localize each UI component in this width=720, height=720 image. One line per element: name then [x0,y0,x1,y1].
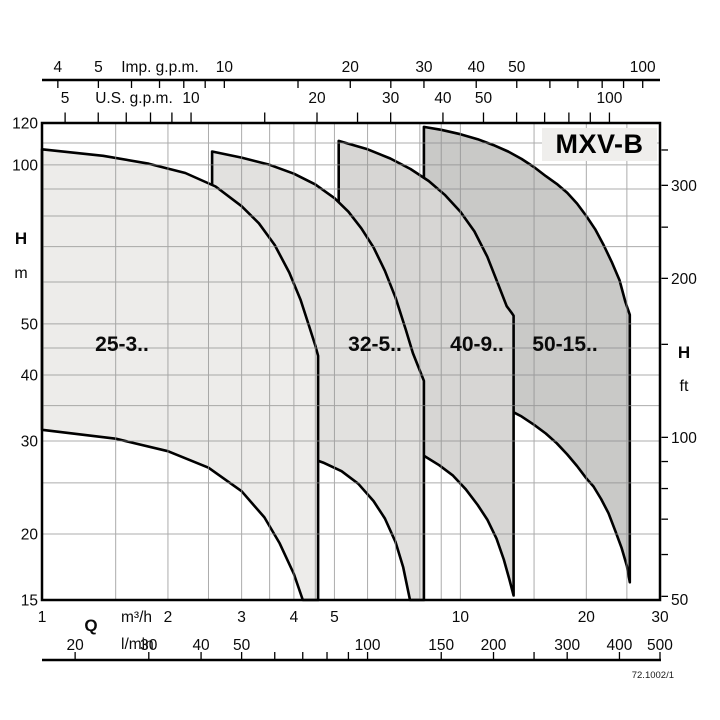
series-label: 50-15.. [532,333,597,356]
series-label: 40-9.. [450,333,504,356]
svg-text:120: 120 [12,116,38,133]
svg-text:50: 50 [233,637,251,654]
svg-text:20: 20 [21,527,39,544]
svg-text:30: 30 [140,637,158,654]
svg-text:200: 200 [481,637,507,654]
svg-text:50: 50 [508,59,526,76]
svg-text:300: 300 [671,178,697,195]
svg-text:400: 400 [607,637,633,654]
svg-text:50: 50 [21,316,39,333]
svg-text:100: 100 [355,637,381,654]
svg-text:10: 10 [182,90,200,107]
series-label: 25-3.. [95,333,149,356]
svg-text:200: 200 [671,271,697,288]
svg-text:30: 30 [415,59,433,76]
svg-text:20: 20 [308,90,326,107]
svg-text:H: H [678,343,690,362]
svg-text:2: 2 [164,609,173,626]
series-labels: 25-3.. 32-5.. 40-9.. 50-15.. [95,333,598,356]
m3h-axis-labels: 1 2 3 4 5 10 20 30 [38,609,669,626]
svg-text:20: 20 [578,609,596,626]
us-gpm-axis: 5 10 20 30 40 50 100 U.S. g.p.m. [61,90,623,123]
h-ft-axis: 300 200 100 50 Hft [661,149,697,609]
svg-text:5: 5 [330,609,339,626]
svg-text:50: 50 [475,90,493,107]
svg-text:100: 100 [671,430,697,447]
svg-text:m: m [14,265,27,282]
svg-text:50: 50 [671,592,689,609]
svg-text:20: 20 [342,59,360,76]
svg-text:1: 1 [38,609,47,626]
svg-text:4: 4 [290,609,299,626]
gridlines [42,123,660,600]
svg-text:ft: ft [680,378,689,395]
svg-text:10: 10 [452,609,470,626]
svg-text:100: 100 [12,157,38,174]
svg-text:30: 30 [21,434,39,451]
svg-text:Q: Q [84,616,97,635]
svg-text:U.S. g.p.m.: U.S. g.p.m. [95,90,173,107]
svg-text:10: 10 [216,59,234,76]
svg-text:30: 30 [382,90,400,107]
svg-text:15: 15 [21,593,38,610]
svg-text:l/min: l/min [121,636,154,653]
svg-text:m³/h: m³/h [121,609,152,626]
svg-text:100: 100 [630,59,656,76]
svg-text:3: 3 [237,609,246,626]
svg-text:100: 100 [596,90,622,107]
svg-text:30: 30 [651,609,669,626]
svg-text:40: 40 [468,59,486,76]
svg-text:20: 20 [67,637,85,654]
svg-text:300: 300 [554,637,580,654]
svg-text:40: 40 [192,637,210,654]
svg-text:40: 40 [434,90,452,107]
series-label: 32-5.. [348,333,402,356]
plot-frame [40,121,662,602]
svg-text:150: 150 [428,637,454,654]
chart-title: MXV-B [542,128,657,161]
svg-text:40: 40 [21,368,39,385]
svg-text:5: 5 [94,59,103,76]
svg-text:500: 500 [647,637,673,654]
svg-text:H: H [15,229,27,248]
svg-text:4: 4 [54,59,63,76]
svg-text:Imp. g.p.m.: Imp. g.p.m. [121,59,199,76]
imp-gpm-axis: 4 5 10 20 30 40 50 100 Imp. g.p.m. [42,59,660,88]
svg-text:5: 5 [61,90,70,107]
lmin-axis: 20 30 40 50 100 150 200 300 400 500 [42,637,673,662]
h-m-axis: 120 100 50 40 30 20 15 Hm [12,116,38,610]
figure-code: 72.1002/1 [631,670,674,681]
